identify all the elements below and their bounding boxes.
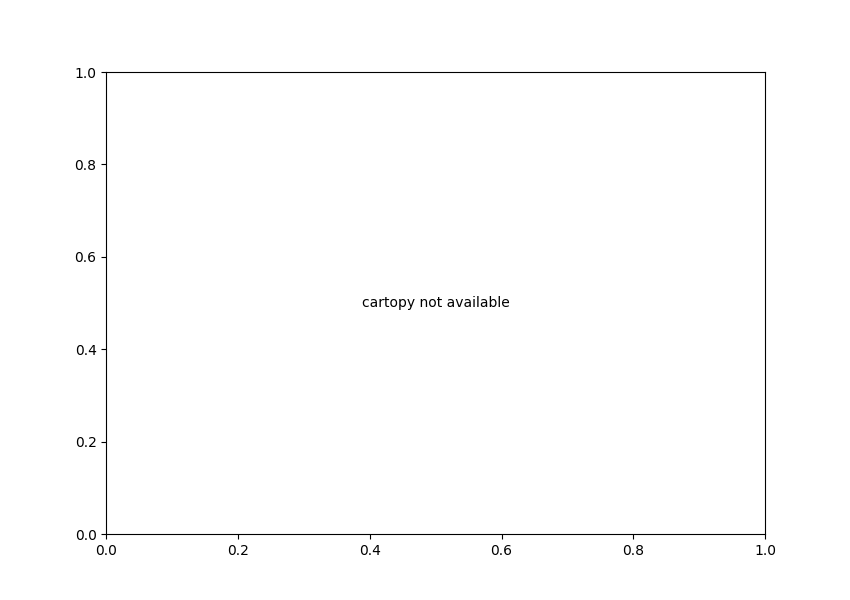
Text: cartopy not available: cartopy not available [362,296,509,310]
